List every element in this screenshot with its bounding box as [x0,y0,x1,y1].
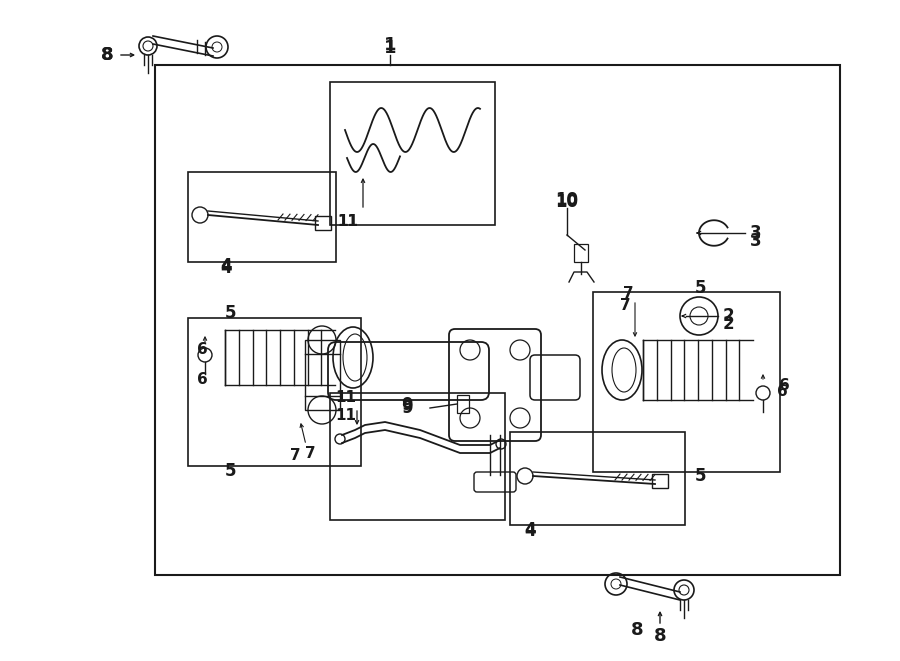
Text: 6: 6 [778,377,789,393]
Text: 5: 5 [224,462,236,480]
Bar [155,65,840,575]
Bar [652,474,668,488]
Text: 4: 4 [524,522,536,540]
Bar [305,340,340,410]
Text: 7: 7 [620,297,630,313]
Text: 5: 5 [694,279,706,297]
Text: 6: 6 [777,385,788,399]
Bar [330,82,495,225]
Text: 10: 10 [555,193,579,211]
Text: 5: 5 [694,467,706,485]
Text: 1: 1 [383,39,396,57]
Text: 7: 7 [623,286,634,301]
Text: 11: 11 [336,408,356,424]
Bar [330,393,505,520]
Text: 2: 2 [722,315,734,333]
Bar [510,432,685,525]
Text: 8: 8 [631,621,644,639]
Text: 2: 2 [722,307,734,325]
Bar [574,244,588,262]
Bar [593,292,780,472]
Text: 4: 4 [524,521,536,539]
Bar [188,172,336,262]
Text: 11: 11 [338,214,358,229]
Text: 11: 11 [336,391,356,405]
Text: 11: 11 [338,214,358,229]
Text: 7: 7 [290,447,301,463]
Text: 10: 10 [555,191,579,209]
Text: 6: 6 [196,342,207,358]
Text: 8: 8 [653,627,666,645]
Bar [457,395,469,413]
Text: 8: 8 [101,46,113,64]
Text: 3: 3 [751,224,761,242]
Text: 1: 1 [383,36,396,54]
Text: 3: 3 [751,232,761,250]
Text: 4: 4 [220,259,232,277]
Text: 6: 6 [196,373,207,387]
Text: 4: 4 [220,257,232,275]
Bar [315,216,331,230]
Text: 9: 9 [401,396,413,414]
Text: 7: 7 [305,446,315,461]
Bar [188,318,361,466]
Text: 9: 9 [401,399,413,417]
Text: 8: 8 [101,46,113,64]
Text: 5: 5 [224,304,236,322]
